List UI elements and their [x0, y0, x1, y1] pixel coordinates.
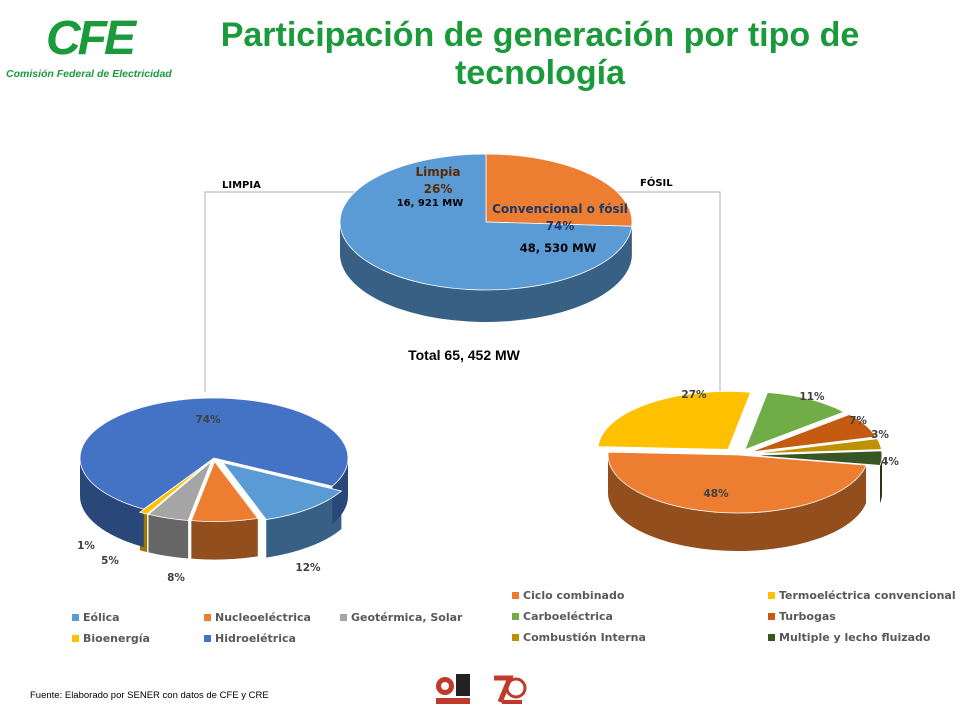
- data-label-convencional-o-fosil: 74%: [546, 219, 575, 233]
- legend-label-eolica: Eólica: [83, 611, 120, 624]
- cfe-logo-subtitle: Comisión Federal de Electricidad: [6, 68, 172, 80]
- pie-slice-limpia: [485, 153, 633, 227]
- pie-side-convencional-o-fosil: [340, 222, 632, 322]
- pie-side-nucleoelectrica: [191, 518, 258, 560]
- legend-label-multiple-y-lecho-fluizado: Multiple y lecho fluizado: [779, 631, 931, 644]
- legend-swatch-combustion-interna: [512, 634, 519, 641]
- pie-side-multiple-y-lecho-fluizado: [880, 455, 882, 504]
- cfe-logo-mark: CFE: [46, 12, 136, 65]
- pie-side-eolica: [266, 490, 342, 558]
- mw-label-convencional: 48, 530 MW: [520, 241, 597, 255]
- pie-slice-hidroeletrica: [79, 397, 349, 510]
- connector-left: [204, 191, 370, 392]
- pie-slice-multiple-y-lecho-fluizado: [751, 450, 883, 466]
- total-label: Total 65, 452 MW: [408, 347, 521, 363]
- page-title: Participación de generación por tipo de …: [220, 16, 860, 92]
- legend-label-combustion-interna: Combustión Interna: [523, 631, 646, 644]
- branch-label-fosil: FÓSIL: [640, 176, 673, 189]
- pie-slice-combustion-interna: [751, 438, 882, 455]
- source-note: Fuente: Elaborado por SENER con datos de…: [30, 690, 269, 701]
- legend-label-termoelectrica-convencional: Termoeléctrica convencional: [779, 589, 956, 602]
- pie-chart-fosil: 48% 27% 11% 7% 3% 4%: [597, 389, 899, 551]
- pie-side-ciclo-combinado: [608, 455, 867, 551]
- pie-side-geotermica-solar: [148, 514, 189, 559]
- pie-slice-convencional-o-fosil: [339, 153, 633, 291]
- data-label-multiple-y-lecho-fluizado: 4%: [881, 456, 899, 468]
- legend-limpia: Eólica Nucleoeléctrica Geotérmica, Solar Bi…: [72, 611, 463, 645]
- pie-slice-turbogas: [750, 414, 877, 453]
- data-label-eolica: 12%: [295, 562, 321, 574]
- pie-slice-carboelectrica: [744, 392, 845, 451]
- legend-label-hidroeletrica: Hidroelétrica: [215, 632, 296, 645]
- category-label-limpia: Limpia: [415, 165, 460, 179]
- pie-slice-geotermica-solar: [147, 461, 212, 521]
- seventy-five-years-icon: [494, 675, 527, 704]
- pie-slice-eolica: [222, 462, 343, 521]
- data-label-combustion-interna: 3%: [871, 429, 889, 441]
- legend-swatch-eolica: [72, 614, 79, 621]
- legend-swatch-ciclo-combinado: [512, 592, 519, 599]
- data-label-nucleoelectrica: 8%: [167, 572, 185, 584]
- data-label-carboelectrica: 11%: [799, 391, 825, 403]
- legend-swatch-bioenergia: [72, 635, 79, 642]
- data-label-limpia: 26%: [424, 182, 453, 196]
- legend-swatch-hidroeletrica: [204, 635, 211, 642]
- pie-slice-termoelectrica-convencional: [597, 391, 752, 450]
- data-label-turbogas: 7%: [849, 415, 867, 427]
- anniversary-badge-icon: [436, 674, 470, 704]
- data-label-ciclo-combinado: 48%: [703, 488, 729, 500]
- pie-slice-bioenergia: [138, 460, 211, 515]
- legend-swatch-nucleoelectrica: [204, 614, 211, 621]
- legend-swatch-carboelectrica: [512, 613, 519, 620]
- legend-label-ciclo-combinado: Ciclo combinado: [523, 589, 625, 602]
- pie-chart-limpia: 12% 8% 5% 1% 74%: [77, 397, 349, 584]
- legend-fosil: Ciclo combinado Termoeléctrica convencion…: [512, 589, 956, 644]
- legend-label-bioenergia: Bioenergía: [83, 632, 150, 645]
- data-label-bioenergia: 1%: [77, 540, 95, 552]
- branch-label-limpia: LIMPIA: [222, 180, 261, 191]
- legend-label-carboelectrica: Carboeléctrica: [523, 610, 613, 623]
- cfe-logo: CFE Comisión Federal de Electricidad: [6, 14, 178, 86]
- data-label-termoelectrica-convencional: 27%: [681, 389, 707, 401]
- pie-side-hidroeletrica: [80, 458, 144, 548]
- legend-label-turbogas: Turbogas: [779, 610, 836, 623]
- pie-slice-ciclo-combinado: [607, 451, 867, 514]
- legend-swatch-multiple-y-lecho-fluizado: [768, 634, 775, 641]
- legend-swatch-termoelectrica-convencional: [768, 592, 775, 599]
- pie-chart-total: 26% 74% Limpia 16, 921 MW Convencional o fós…: [339, 153, 633, 322]
- mw-label-limpia: 16, 921 MW: [397, 198, 464, 209]
- data-label-hidroeletrica: 74%: [195, 414, 221, 426]
- pie-slice-nucleoelectrica: [190, 460, 259, 522]
- legend-swatch-geotermica-solar: [340, 614, 347, 621]
- legend-label-geotermica-solar: Geotérmica, Solar: [351, 611, 463, 624]
- category-label-convencional: Convencional o fósil: [492, 202, 628, 216]
- legend-label-nucleoelectrica: Nucleoeléctrica: [215, 611, 311, 624]
- connector-right: [610, 191, 721, 392]
- legend-swatch-turbogas: [768, 613, 775, 620]
- data-label-geotermica-solar: 5%: [101, 555, 119, 567]
